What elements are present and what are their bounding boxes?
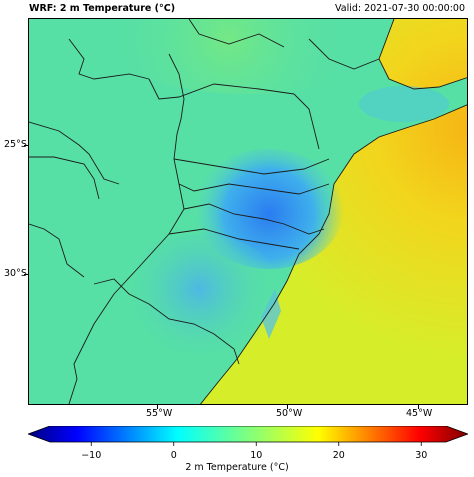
lon-tick-label: 45°W [406,408,433,419]
colorbar-ramp [28,426,468,443]
colorbar-tick-label: 0 [170,450,177,461]
boundaries [29,19,467,404]
lat-tick-mark [24,274,28,275]
colorbar-title: 2 m Temperature (°C) [185,462,289,473]
valid-time: Valid: 2021-07-30 00:00:00 [334,3,465,14]
coastal-cool [359,86,449,122]
lon-tick-mark [157,405,158,409]
lat-tick-mark [24,145,28,146]
lat-tick-label: 30°S [4,268,27,279]
colorbar-tick-label: 20 [332,450,345,461]
lon-tick-label: 50°W [276,408,303,419]
lon-tick-mark [287,405,288,409]
map-title: WRF: 2 m Temperature (°C) [29,3,176,14]
lat-tick-label: 25°S [4,139,27,150]
colorbar-tick-label: 10 [250,450,263,461]
cold-south [114,234,284,354]
lon-tick-mark [418,405,419,409]
colorbar [28,426,468,446]
map-canvas [29,19,467,404]
colorbar-ticks [90,442,422,446]
colorbar-tick-label: −10 [81,450,102,461]
colorbar-tick-label: 30 [415,450,428,461]
lagoon [261,289,281,339]
lon-tick-label: 55°W [146,408,173,419]
temperature-map [28,18,468,405]
